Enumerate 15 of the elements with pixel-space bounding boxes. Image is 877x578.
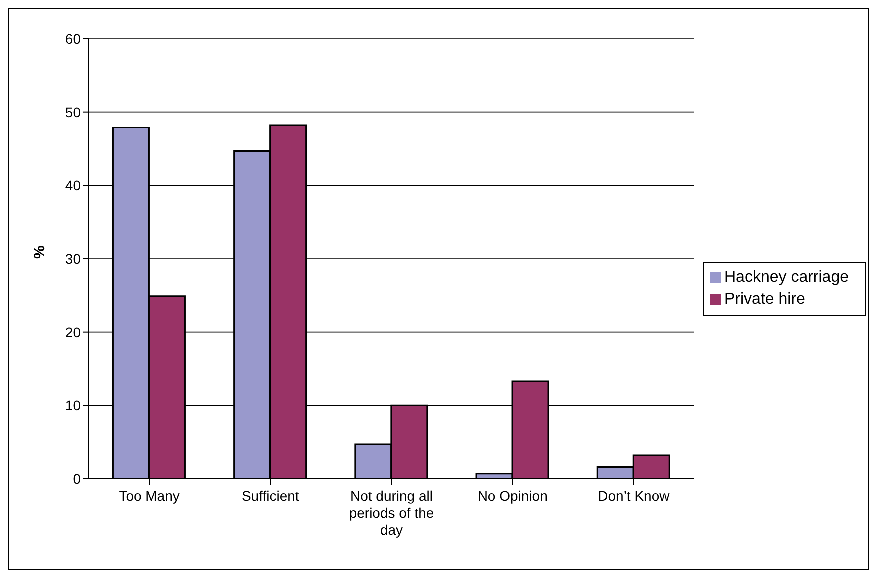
y-tick-label: 50	[65, 104, 82, 120]
y-tick-label: 20	[65, 324, 82, 340]
y-axis-title: %	[31, 246, 48, 259]
x-tick-label: No Opinion	[478, 488, 548, 504]
y-tick-label: 30	[65, 250, 82, 267]
y-tick-label: 10	[65, 398, 82, 414]
x-tick-label: Don’t Know	[598, 488, 671, 504]
x-tick-label: Too Many	[119, 488, 180, 504]
x-tick-label: Sufficient	[242, 488, 300, 504]
legend-label: Private hire	[724, 291, 806, 308]
x-tick-label: Not during all periods of the day	[349, 488, 434, 538]
y-tick-label: 60	[65, 30, 82, 47]
y-tick-label: 40	[65, 178, 82, 194]
legend-label: Hackney carriage	[724, 269, 849, 286]
y-tick-label: 0	[73, 470, 82, 487]
